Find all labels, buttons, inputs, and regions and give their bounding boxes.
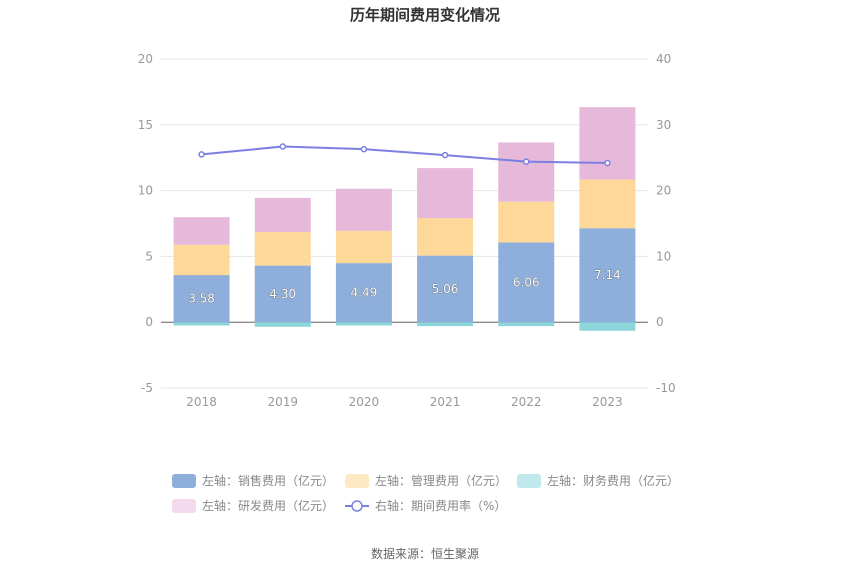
rate-point [441,151,449,159]
y-right-tick-label: 40 [656,52,671,66]
x-tick-label: 2019 [267,395,298,409]
x-tick-label: 2022 [511,395,542,409]
bar-segment [498,242,555,323]
bar-segment [254,232,311,266]
y-left-tick-label: 0 [145,315,153,329]
y-right-tick-label: 0 [656,315,664,329]
y-left-tick-label: 5 [145,249,153,263]
source-note: 数据来源：恒生聚源 [371,546,479,561]
y-right-tick-label: 30 [656,118,671,132]
x-tick-label: 2021 [430,395,461,409]
data-label: 4.30 [269,287,296,301]
rate-point [523,158,530,165]
data-label: 4.49 [351,286,378,300]
x-axis: 2018 2019 2020 2021 2022 2023 [186,395,622,409]
grid [161,58,648,389]
bar-segment [173,217,230,245]
bar-segment [579,322,636,331]
bar-segment [498,201,555,243]
data-label: 6.06 [513,275,540,289]
legend-label: 左轴：销售费用（亿元） [202,473,334,488]
rate-line [198,143,611,167]
y-left-tick-label: 15 [138,118,153,132]
x-tick-label: 2023 [592,395,623,409]
legend-marker [351,500,363,512]
bar-segment [417,255,474,323]
legend: 左轴：销售费用（亿元） 左轴：管理费用（亿元） 左轴：财务费用（亿元） 左轴：研发费用… [172,473,679,513]
y-left-tick-label: 20 [138,52,153,66]
bar-segment [173,244,230,276]
data-label: 5.06 [432,282,459,296]
legend-label: 左轴：管理费用（亿元） [375,473,507,488]
bar-segment [417,168,474,219]
rate-point [360,145,368,153]
x-tick-label: 2020 [349,395,380,409]
legend-label: 右轴：期间费用率（%） [375,498,506,513]
bar-segment [254,322,311,327]
y-right-tick-label: 10 [656,249,671,263]
legend-label: 左轴：财务费用（亿元） [547,473,679,488]
bar-segment [417,218,474,256]
bars [173,107,636,331]
legend-swatch [517,474,541,488]
chart-title: 历年期间费用变化情况 [350,6,500,24]
data-label: 3.58 [188,292,215,306]
data-label: 7.14 [594,268,621,282]
bar-segment [173,322,230,326]
legend-swatch [345,474,369,488]
legend-swatch [172,474,196,488]
rate-line-path [201,145,608,164]
bar-segment [335,188,392,231]
legend-swatch [172,499,196,513]
rate-point [604,159,611,167]
y-left-tick-label: -5 [141,381,153,395]
y-right-tick-label: 20 [656,184,671,198]
rate-point [279,143,286,150]
y-right-tick-label: -10 [656,381,676,395]
data-labels: 3.58 4.30 4.49 5.06 6.06 7.14 [188,268,621,306]
bar-segment [579,228,636,323]
bar-segment [579,179,636,229]
bar-segment [254,265,311,323]
y-axis-right: -10 0 10 20 30 40 [656,52,676,395]
bar-segment [417,322,474,327]
bar-segment [335,230,392,264]
bar-segment [579,107,636,180]
bar-segment [254,197,311,233]
x-tick-label: 2018 [186,395,217,409]
bar-segment [498,322,555,327]
legend-label: 左轴：研发费用（亿元） [202,498,334,513]
bar-segment [335,322,392,326]
y-left-tick-label: 10 [138,184,153,198]
y-axis-left: -5 0 5 10 15 20 [138,52,153,395]
rate-point [198,151,205,158]
bar-segment [335,263,392,323]
bar-segment [173,275,230,323]
bar-segment [498,142,555,202]
